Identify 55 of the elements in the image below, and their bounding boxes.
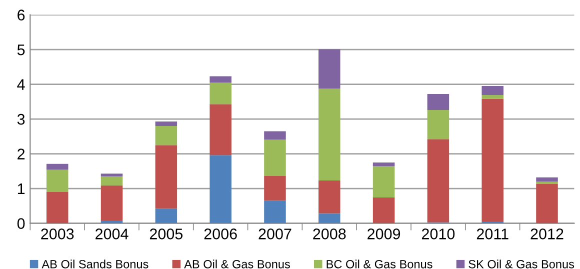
x-tick-label: 2011 xyxy=(476,228,508,240)
x-tick-label: 2004 xyxy=(96,228,128,240)
y-tick-label: 4 xyxy=(17,79,25,90)
bar xyxy=(536,184,558,224)
bar xyxy=(264,200,286,224)
bar xyxy=(210,104,232,156)
bar xyxy=(318,180,340,214)
bar xyxy=(100,185,123,220)
bar xyxy=(482,98,504,222)
bar xyxy=(100,174,123,176)
bar xyxy=(155,145,178,208)
legend-label: AB Oil Sands Bonus xyxy=(42,260,148,268)
bar xyxy=(536,182,558,184)
bar xyxy=(482,95,504,99)
bar xyxy=(264,131,286,140)
bar xyxy=(427,139,450,222)
y-tick-label: 2 xyxy=(18,148,25,160)
y-tick-label: 0 xyxy=(17,218,25,229)
x-tick-label: 2010 xyxy=(422,228,455,240)
x-tick-label: 2012 xyxy=(530,228,564,240)
bar xyxy=(264,176,286,200)
bar xyxy=(210,155,232,224)
bar xyxy=(482,86,504,96)
bar xyxy=(372,166,395,198)
bar xyxy=(372,162,395,166)
bar xyxy=(155,126,178,146)
y-tick-label: 6 xyxy=(18,10,25,20)
bar xyxy=(46,170,68,192)
bar xyxy=(46,192,68,224)
bar xyxy=(210,82,232,104)
legend-label: AB Oil & Gas Bonus xyxy=(184,260,290,268)
bar xyxy=(264,140,286,176)
bar xyxy=(155,121,178,126)
y-tick-label: 5 xyxy=(17,44,25,56)
legend-label: SK Oil & Gas Bonus xyxy=(468,260,574,268)
bar xyxy=(536,177,558,182)
legend-label: BC Oil & Gas Bonus xyxy=(326,260,432,268)
bar xyxy=(100,176,123,186)
y-tick-label: 1 xyxy=(18,184,25,194)
bar xyxy=(46,164,68,170)
bar xyxy=(210,76,232,83)
x-tick-label: 2007 xyxy=(258,228,292,240)
y-tick-label: 3 xyxy=(17,114,25,125)
bar xyxy=(318,88,340,181)
x-tick-label: 2005 xyxy=(150,228,183,240)
bar xyxy=(318,49,340,88)
bar xyxy=(318,213,340,224)
x-tick-label: 2008 xyxy=(313,228,346,240)
x-tick-label: 2003 xyxy=(41,228,74,240)
bar xyxy=(427,110,450,140)
bar xyxy=(427,94,450,110)
x-tick-label: 2009 xyxy=(368,228,400,240)
bar xyxy=(372,198,395,224)
x-tick-label: 2006 xyxy=(204,228,237,240)
bar xyxy=(155,208,178,224)
